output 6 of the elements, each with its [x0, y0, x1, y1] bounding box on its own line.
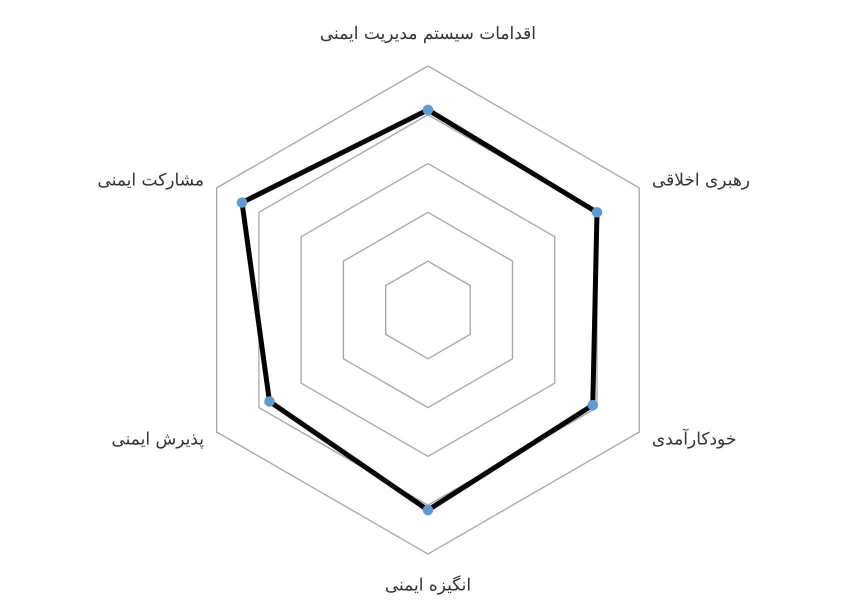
spoke-label: اقدامات سیستم مدیریت ایمنی: [320, 24, 536, 44]
spoke-label: مشارکت ایمنی: [98, 170, 204, 191]
spoke-label: انگیزه ایمنی: [384, 574, 472, 596]
spoke-label: پذیرش ایمنی: [111, 429, 204, 450]
spoke-label: رهبری اخلاقی: [652, 170, 750, 191]
spoke-label: خودکارآمدی: [652, 428, 736, 450]
